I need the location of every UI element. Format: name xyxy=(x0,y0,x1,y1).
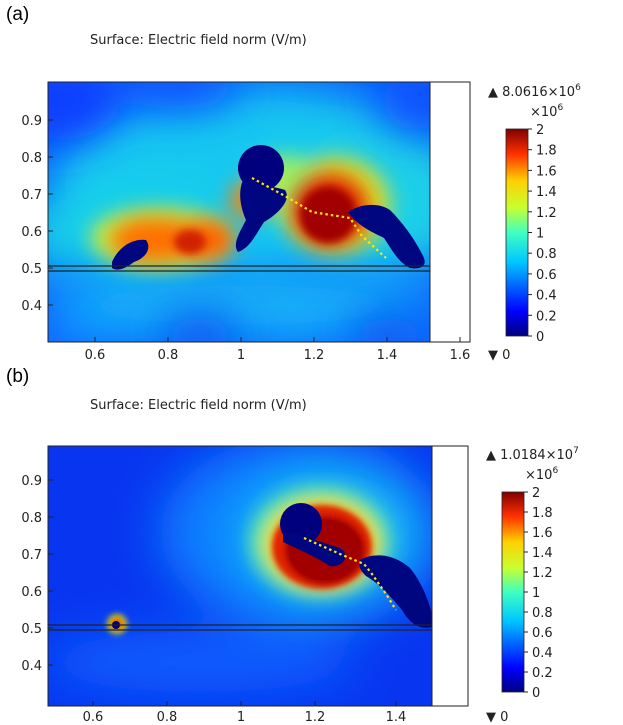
heatmap-b: 0.9 0.8 0.7 0.6 0.5 0.4 0.6 0.8 1 1.2 1.… xyxy=(0,362,623,725)
x-tick-label: 1.6 xyxy=(450,348,471,362)
colorbar-scale-label: ×10 xyxy=(530,105,557,120)
colorbar-tick-label: 1.2 xyxy=(536,206,557,221)
colorbar-tick-label: 2 xyxy=(536,123,544,138)
y-tick-label: 0.8 xyxy=(21,511,42,526)
y-tick-label: 0.8 xyxy=(21,151,42,166)
colorbar-max-label: ▲ 8.0616×10 xyxy=(488,85,575,100)
colorbar-tick-label: 0.4 xyxy=(536,289,557,304)
field-map xyxy=(40,437,440,706)
x-tick-label: 1 xyxy=(237,348,245,362)
colorbar-scale-exponent: 6 xyxy=(552,466,558,476)
x-tick-label: 1.4 xyxy=(377,348,398,362)
y-tick-label: 0.7 xyxy=(21,188,42,203)
colorbar-tick-label: 1.8 xyxy=(536,144,557,159)
y-tick-label: 0.7 xyxy=(21,548,42,563)
colorbar-tick-label: 0.4 xyxy=(532,646,553,661)
colorbar-tick-label: 0.6 xyxy=(536,268,557,283)
x-tick-label: 0.8 xyxy=(157,710,178,725)
colorbar-max-label: ▲ 1.0184×10 xyxy=(486,448,573,463)
colorbar: ▲ 1.0184×107 ×106 2 1.8 1.6 1.4 1.2 1 0.8 0.6 0.… xyxy=(486,446,579,725)
y-tick-label: 0.6 xyxy=(21,225,42,240)
x-tick-label: 0.8 xyxy=(158,348,179,362)
colorbar-tick-label: 0.2 xyxy=(536,309,557,324)
x-tick-label: 1.4 xyxy=(386,710,407,725)
x-tick-label: 1.2 xyxy=(304,348,325,362)
colorbar-tick-label: 1.8 xyxy=(532,506,553,521)
y-tick-label: 0.5 xyxy=(21,622,42,637)
svg-text:▲ 8.0616×106: ▲ 8.0616×106 xyxy=(488,83,581,100)
colorbar-max-exponent: 7 xyxy=(573,446,579,456)
colorbar-tick-label: 1.6 xyxy=(532,526,553,541)
colorbar-tick-label: 0.8 xyxy=(532,606,553,621)
colorbar-tick-label: 0.2 xyxy=(532,666,553,681)
colorbar-tick-label: 0 xyxy=(532,686,540,701)
x-tick-label: 0.6 xyxy=(85,348,106,362)
field-map xyxy=(0,60,470,355)
colorbar-min-label: ▼ 0 xyxy=(486,710,508,725)
svg-text:▲ 1.0184×107: ▲ 1.0184×107 xyxy=(486,446,579,463)
y-tick-label: 0.4 xyxy=(21,299,42,314)
colorbar-gradient xyxy=(506,129,528,336)
colorbar-tick-label: 1.4 xyxy=(536,185,557,200)
colorbar: ▲ 8.0616×106 ×106 21.81.61.41.210.80.60.… xyxy=(488,83,581,362)
x-tick-label: 0.6 xyxy=(83,710,104,725)
colorbar-max-exponent: 6 xyxy=(575,83,581,93)
colorbar-tick-label: 1 xyxy=(532,586,540,601)
colorbar-tick-label: 0 xyxy=(536,330,544,345)
heatmap-a: 0.9 0.8 0.7 0.6 0.5 0.4 0.6 0.8 1 1.2 1.… xyxy=(0,0,623,362)
panel-b: (b) Surface: Electric field norm (V/m) xyxy=(0,362,623,724)
colorbar-tick-label: 1.6 xyxy=(536,164,557,179)
colorbar-gradient xyxy=(502,492,524,692)
colorbar-scale-label: ×10 xyxy=(525,468,552,483)
x-tick-label: 1.2 xyxy=(305,710,326,725)
panel-a: (a) Surface: Electric field norm (V/m) xyxy=(0,0,623,362)
colorbar-scale-exponent: 6 xyxy=(557,103,563,113)
y-tick-label: 0.4 xyxy=(21,659,42,674)
y-tick-label: 0.9 xyxy=(21,474,42,489)
colorbar-tick-label: 1.2 xyxy=(532,566,553,581)
svg-text:×106: ×106 xyxy=(530,103,563,120)
colorbar-tick-label: 1.4 xyxy=(532,546,553,561)
svg-text:×106: ×106 xyxy=(525,466,558,483)
colorbar-min-label: ▼ 0 xyxy=(488,348,510,362)
y-tick-label: 0.5 xyxy=(21,262,42,277)
colorbar-tick-label: 0.6 xyxy=(532,626,553,641)
colorbar-tick-label: 1 xyxy=(536,227,544,242)
colorbar-tick-label: 2 xyxy=(532,486,540,501)
colorbar-tick-label: 0.8 xyxy=(536,247,557,262)
y-tick-label: 0.9 xyxy=(21,114,42,129)
y-tick-label: 0.6 xyxy=(21,585,42,600)
x-tick-label: 1 xyxy=(237,710,245,725)
